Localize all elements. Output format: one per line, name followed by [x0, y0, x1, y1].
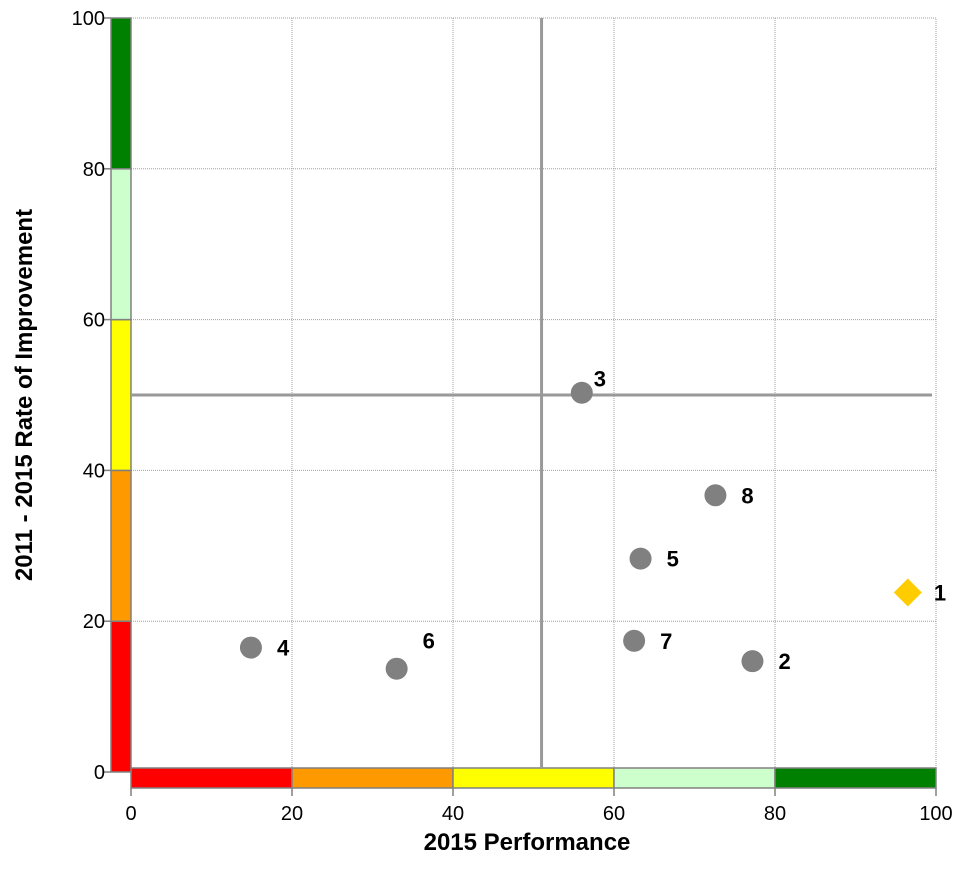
point-marker-8	[704, 484, 727, 507]
point-label-6: 6	[423, 629, 435, 654]
x-tick-label: 80	[764, 803, 786, 825]
point-label-4: 4	[277, 636, 290, 661]
axes	[103, 17, 937, 796]
point-marker-1	[893, 578, 922, 607]
point-marker-3	[570, 381, 593, 404]
x-color-band	[613, 767, 776, 789]
point-label-1: 1	[934, 581, 946, 606]
data-points: 1 2 3 4 5 6 7 8	[239, 367, 946, 680]
point-marker-5	[629, 547, 652, 570]
x-axis-title: 2015 Performance	[424, 829, 631, 856]
x-tick-label: 40	[442, 803, 464, 825]
color-bands	[110, 17, 937, 789]
point-label-8: 8	[741, 483, 753, 508]
y-tick-label: 0	[94, 762, 105, 784]
y-color-band	[110, 318, 132, 472]
x-color-band	[452, 767, 615, 789]
point-label-2: 2	[778, 649, 790, 674]
y-color-band	[110, 17, 132, 170]
reference-lines	[131, 18, 932, 768]
point-label-5: 5	[667, 547, 679, 572]
tick-labels: 0 20 40 60 80 100 0 20 40 60 80 100	[72, 8, 953, 825]
x-tick-label: 100	[919, 803, 952, 825]
y-tick-label: 20	[83, 611, 105, 633]
y-axis-title: 2011 - 2015 Rate of Improvement	[11, 209, 38, 581]
point-marker-6	[385, 657, 408, 680]
y-tick-label: 100	[72, 8, 105, 30]
y-tick-label: 60	[83, 310, 105, 332]
y-color-band	[110, 168, 132, 321]
x-color-band	[291, 767, 454, 789]
x-color-band	[130, 767, 293, 789]
y-color-band	[110, 469, 132, 622]
x-tick-label: 0	[125, 803, 136, 825]
point-marker-2	[741, 650, 764, 673]
y-tick-label: 40	[83, 460, 105, 482]
x-tick-label: 60	[603, 803, 625, 825]
point-marker-7	[623, 629, 646, 652]
point-label-7: 7	[660, 629, 672, 654]
y-tick-label: 80	[83, 159, 105, 181]
point-marker-4	[239, 636, 262, 659]
x-tick-label: 20	[281, 803, 303, 825]
point-label-3: 3	[594, 367, 606, 392]
y-color-band	[110, 620, 132, 773]
x-color-band	[774, 767, 937, 789]
